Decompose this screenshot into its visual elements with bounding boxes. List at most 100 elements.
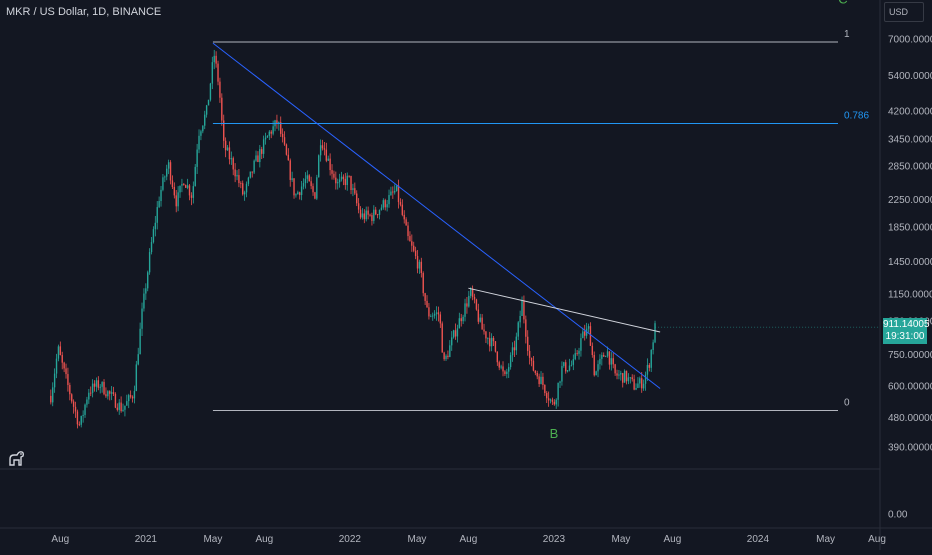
candle-down — [612, 358, 614, 365]
candle-up — [623, 370, 626, 383]
candle-down — [299, 192, 301, 196]
candle-down — [185, 185, 187, 188]
candle-down — [281, 133, 284, 138]
candle-up — [211, 62, 214, 84]
fib-level-label: 0.786 — [844, 110, 869, 121]
symbol-title: MKR / US Dollar, 1D, BINANCE — [6, 6, 162, 18]
candle-down — [589, 326, 592, 346]
candle-up — [654, 323, 656, 343]
candle-down — [441, 323, 443, 353]
candle-up — [205, 105, 208, 115]
candle-up — [629, 377, 632, 379]
candle-down — [631, 377, 633, 380]
candle-down — [285, 144, 288, 155]
time-tick-label: Aug — [868, 534, 886, 545]
candle-down — [399, 202, 402, 205]
candle-up — [637, 383, 639, 388]
candle-up — [207, 99, 210, 106]
price-axis[interactable]: 7000.00000 5400.00000 4200.00000 3450.00000… — [888, 35, 932, 521]
time-axis[interactable]: Aug 2021 May Aug 2022 May Aug 2023 May Aug 2024 May… — [51, 534, 885, 545]
candle-down — [648, 364, 651, 368]
candle-up — [599, 358, 601, 365]
candle-down — [460, 318, 462, 322]
candle-up — [380, 207, 383, 210]
candle-up — [515, 336, 518, 351]
candle-up — [196, 149, 198, 167]
candle-down — [547, 398, 550, 401]
candle-up — [226, 147, 229, 151]
candle-down — [371, 215, 373, 221]
candle-down — [603, 355, 605, 357]
candle-up — [128, 395, 130, 402]
candle-up — [295, 194, 297, 196]
candle-down — [405, 219, 407, 226]
candle-down — [424, 293, 426, 301]
candle-down — [171, 180, 174, 187]
last-price-value: 911.14005 — [883, 319, 930, 330]
candle-up — [122, 409, 124, 412]
drawings[interactable]: 10.7860ABC — [209, 0, 880, 441]
candle-up — [382, 200, 385, 208]
candle-down — [416, 256, 419, 269]
candle-up — [462, 316, 464, 322]
descending-trendline[interactable] — [212, 42, 661, 389]
resistance-trendline[interactable] — [468, 287, 661, 333]
candle-down — [217, 63, 219, 82]
candle-up — [644, 374, 647, 384]
candle-down — [407, 225, 409, 237]
candle-down — [308, 175, 310, 182]
candle-down — [228, 147, 231, 160]
candle-down — [287, 154, 290, 161]
candle-down — [232, 158, 234, 170]
candle-up — [566, 370, 569, 372]
candle-up — [418, 261, 421, 269]
candle-up — [327, 158, 329, 161]
tradingview-logo-icon[interactable] — [6, 447, 28, 469]
candle-up — [259, 149, 261, 163]
candle-up — [650, 349, 652, 368]
candle-down — [641, 378, 643, 389]
candle-down — [69, 385, 71, 395]
candle-up — [430, 316, 432, 318]
candle-up — [156, 207, 158, 223]
candle-up — [164, 176, 166, 178]
candle-down — [534, 370, 537, 373]
candle-down — [342, 176, 345, 179]
candle-down — [369, 214, 371, 216]
candle-up — [559, 381, 561, 383]
candle-down — [221, 97, 223, 121]
candle-up — [458, 318, 461, 329]
candle-down — [61, 355, 63, 363]
candle-down — [498, 362, 500, 368]
candle-up — [561, 366, 563, 382]
candle-down — [173, 186, 176, 196]
candle-up — [55, 358, 58, 374]
currency-selector[interactable]: USD — [884, 2, 924, 22]
candle-up — [179, 185, 181, 193]
candle-up — [230, 158, 233, 160]
candle-down — [411, 241, 413, 246]
candle-down — [363, 213, 366, 220]
candle-down — [414, 250, 417, 257]
candle-up — [198, 135, 200, 150]
candle-up — [511, 347, 514, 356]
candle-up — [601, 355, 603, 359]
candle-up — [209, 83, 212, 100]
candle-up — [145, 288, 147, 294]
candle-down — [93, 383, 96, 387]
candle-down — [538, 376, 540, 385]
candle-down — [584, 331, 586, 336]
candle-up — [84, 404, 86, 415]
wave-label-c[interactable]: C — [838, 0, 847, 6]
candle-up — [107, 391, 109, 397]
candle-down — [401, 204, 404, 215]
candle-up — [582, 331, 584, 339]
candle-down — [354, 188, 356, 194]
wave-label-b[interactable]: B — [550, 426, 559, 441]
candle-down — [616, 373, 618, 376]
candle-up — [580, 338, 582, 351]
candle-down — [494, 341, 497, 352]
candle-up — [52, 387, 54, 403]
